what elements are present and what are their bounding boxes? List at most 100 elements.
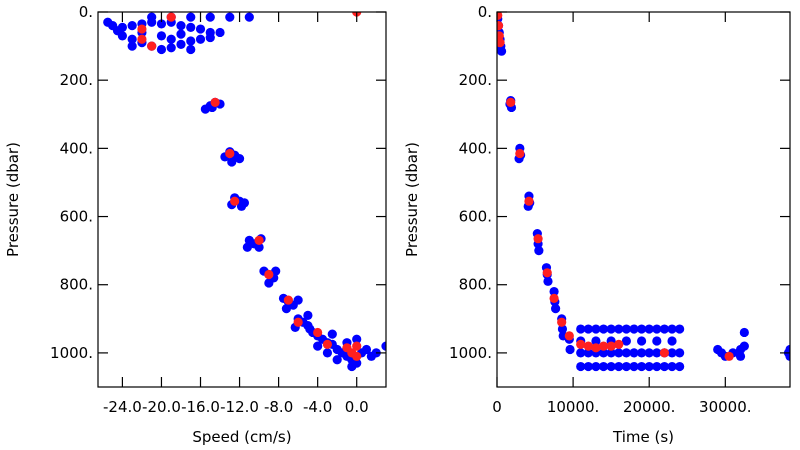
point (583, 324, 593, 334)
point (583, 341, 593, 351)
point (112, 26, 123, 36)
y-tick-label: 200. (459, 71, 492, 89)
point (497, 31, 504, 41)
point (621, 324, 631, 334)
point (606, 361, 616, 372)
point (576, 361, 586, 372)
x-tick-label: 20000. (623, 398, 676, 416)
point (156, 31, 167, 41)
point (644, 361, 654, 372)
point (739, 341, 749, 351)
point (225, 148, 235, 159)
y-tick-label: 400. (60, 139, 93, 157)
point (271, 266, 281, 276)
point (195, 34, 206, 44)
point (542, 268, 552, 278)
point (103, 17, 113, 27)
point (644, 324, 654, 334)
point (156, 44, 167, 55)
x-tick-label: -20.0 (142, 398, 181, 416)
point (205, 32, 215, 43)
point (644, 348, 654, 358)
point (614, 339, 624, 349)
point (195, 24, 206, 34)
point (621, 336, 631, 346)
point (293, 317, 303, 327)
point (166, 34, 176, 44)
y-tick-label: 600. (459, 208, 492, 226)
point (533, 234, 543, 244)
point (629, 361, 639, 372)
point (621, 361, 631, 372)
point (327, 329, 337, 339)
point (361, 344, 372, 355)
point (652, 361, 662, 372)
point (497, 38, 505, 48)
point (127, 34, 137, 44)
x-tick-label: -16.0 (181, 398, 220, 416)
point (127, 21, 137, 31)
point (352, 334, 362, 344)
y-tick-label: 0. (79, 3, 93, 21)
point (606, 324, 616, 334)
point (598, 348, 609, 358)
point (591, 336, 601, 346)
point (549, 293, 559, 303)
y-axis-label: Pressure (dbar) (4, 142, 22, 257)
point (176, 29, 186, 39)
point (583, 348, 593, 358)
x-axis-label: Time (s) (612, 428, 674, 446)
point (227, 157, 237, 167)
point (137, 34, 147, 44)
point (675, 324, 685, 334)
y-tick-label: 1000. (449, 344, 492, 362)
point (137, 24, 147, 34)
x-tick-label: 10000. (547, 398, 600, 416)
point (549, 286, 559, 297)
point (614, 361, 624, 372)
point (591, 343, 601, 353)
point (576, 324, 586, 334)
point (636, 348, 647, 358)
point (636, 361, 647, 372)
y-tick-label: 0. (478, 3, 492, 21)
point (598, 341, 609, 351)
point (724, 351, 734, 361)
y-tick-label: 800. (60, 276, 93, 294)
point (352, 351, 362, 361)
x-tick-label: 0 (492, 398, 502, 416)
x-tick-label: 30000. (699, 398, 752, 416)
point (176, 39, 186, 49)
point (591, 361, 601, 372)
x-tick-label: -24.0 (103, 398, 142, 416)
x-tick-label: -12.0 (220, 398, 259, 416)
plot-frame (496, 11, 791, 388)
point (659, 324, 670, 334)
point (166, 43, 176, 53)
point (236, 201, 247, 211)
point (598, 324, 609, 334)
point (565, 344, 575, 355)
point (629, 324, 639, 334)
x-tick-label: -8.0 (264, 398, 293, 416)
point (659, 348, 670, 358)
point (313, 341, 323, 351)
point (264, 278, 274, 288)
point (591, 324, 601, 334)
point (534, 246, 544, 256)
point (254, 235, 264, 246)
y-tick-label: 400. (459, 139, 492, 157)
point (497, 21, 504, 31)
point (614, 324, 624, 334)
point (557, 317, 567, 327)
point (332, 355, 342, 365)
point (576, 339, 586, 349)
point (322, 348, 333, 358)
point (652, 336, 662, 346)
y-tick-label: 800. (459, 276, 492, 294)
point (667, 336, 677, 346)
x-axis-label: Speed (cm/s) (192, 428, 291, 446)
point (606, 341, 616, 351)
point (283, 295, 293, 305)
